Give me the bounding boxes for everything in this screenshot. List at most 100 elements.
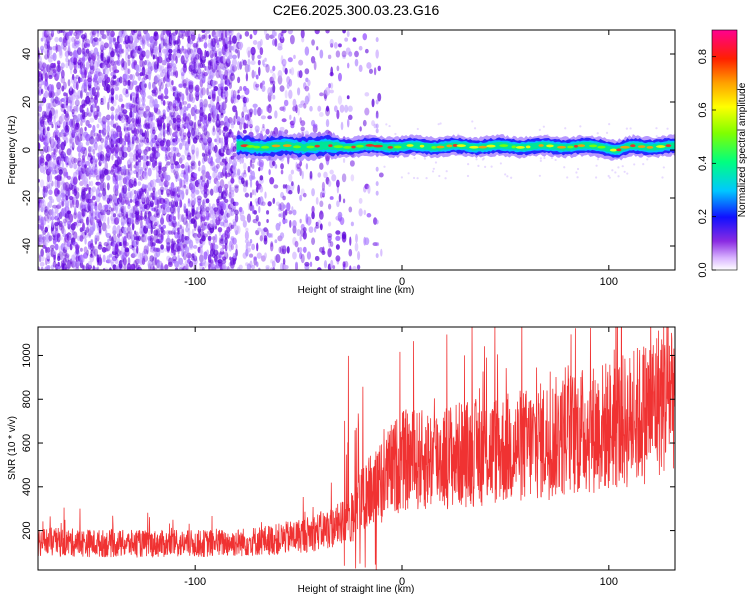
spectrogram-cell bbox=[190, 179, 196, 188]
spectrogram-cell bbox=[107, 216, 110, 226]
spectrogram-cell bbox=[149, 179, 154, 188]
spectral-hot-spot bbox=[271, 144, 281, 148]
spectrogram-cell bbox=[305, 163, 309, 170]
spectrogram-cell bbox=[63, 152, 67, 158]
spectrogram-cell bbox=[432, 167, 435, 170]
spectrogram-cell bbox=[358, 64, 363, 73]
spectrogram-cell bbox=[205, 198, 210, 204]
spectrogram-cell bbox=[40, 206, 44, 213]
spectrogram-cell bbox=[129, 32, 133, 41]
spectrogram-cell bbox=[48, 182, 53, 191]
spectrogram-cell bbox=[40, 88, 44, 95]
spectrogram-cell bbox=[209, 142, 215, 151]
spectrogram-cell bbox=[195, 147, 200, 157]
spectrogram-cell bbox=[76, 104, 79, 113]
spectrogram-cell bbox=[100, 142, 104, 150]
spectrogram-cell bbox=[152, 158, 156, 168]
spectrogram-cell bbox=[279, 126, 285, 131]
spectrogram-cell bbox=[60, 62, 65, 69]
spectrogram-cell bbox=[181, 93, 185, 102]
spectrogram-cell bbox=[295, 104, 298, 114]
spectrogram-cell bbox=[171, 238, 174, 245]
spectrogram-cell bbox=[113, 69, 120, 74]
spectrogram-cell bbox=[77, 76, 81, 84]
spectrogram-cell bbox=[97, 144, 103, 154]
spectrogram-cell bbox=[230, 207, 234, 212]
spectrogram-cell bbox=[413, 157, 416, 160]
spectrogram-cell bbox=[74, 205, 77, 214]
spectrogram-cell bbox=[164, 34, 168, 40]
spectrogram-cell bbox=[209, 188, 214, 196]
spectrogram-cell bbox=[127, 171, 131, 179]
spectrogram-cell bbox=[183, 122, 187, 130]
spectrogram-cell bbox=[304, 46, 310, 56]
spectrogram-cell bbox=[89, 145, 94, 153]
spectrogram-cell bbox=[38, 55, 42, 65]
spectrogram-cell bbox=[87, 145, 92, 153]
spectrogram-cell bbox=[87, 123, 92, 129]
spectrogram-cell bbox=[204, 221, 208, 227]
spectrogram-cell bbox=[170, 72, 175, 77]
y-tick-label: 200 bbox=[21, 521, 33, 539]
spectrogram-cell bbox=[74, 40, 80, 45]
spectrogram-cell bbox=[106, 63, 111, 69]
spectrogram-cell bbox=[316, 46, 319, 51]
spectrogram-cell bbox=[47, 39, 50, 46]
spectrogram-cell bbox=[86, 183, 89, 190]
spectrogram-cell bbox=[166, 241, 171, 247]
spectrogram-cell bbox=[38, 83, 42, 88]
spectrogram-cell bbox=[145, 105, 151, 112]
spectrogram-cell bbox=[141, 193, 146, 203]
spectrogram-cell bbox=[252, 103, 258, 109]
spectrogram-cell bbox=[50, 30, 55, 34]
spectrogram-cell bbox=[40, 200, 45, 208]
spectrogram-cell bbox=[81, 40, 86, 51]
spectrogram-cell bbox=[337, 72, 342, 82]
spectrogram-cell bbox=[46, 231, 50, 239]
spectrogram-cell bbox=[357, 251, 361, 261]
spectrogram-cell bbox=[175, 173, 178, 183]
spectrogram-cell bbox=[318, 210, 324, 220]
spectrogram-cell bbox=[42, 125, 46, 133]
spectrogram-cell bbox=[213, 244, 219, 250]
spectrogram-cell bbox=[141, 81, 146, 90]
spectrogram-cell bbox=[111, 111, 114, 118]
spectrogram-cell bbox=[77, 211, 82, 220]
spectrogram-cell bbox=[88, 100, 92, 106]
spectrogram-cell bbox=[407, 172, 410, 175]
spectrogram-cell bbox=[249, 159, 253, 168]
spectrogram-cell bbox=[178, 142, 183, 150]
spectrogram-cell bbox=[87, 260, 92, 268]
spectrogram-cell bbox=[160, 244, 164, 250]
spectrogram-cell bbox=[43, 169, 46, 175]
spectrogram-cell bbox=[296, 228, 301, 237]
spectrogram-cell bbox=[154, 126, 158, 132]
spectrogram-cell bbox=[187, 136, 191, 145]
spectrogram-cell bbox=[63, 229, 67, 237]
spectrogram-cell bbox=[248, 108, 254, 115]
spectrogram-cell bbox=[96, 86, 100, 91]
spectrogram-cell bbox=[174, 147, 180, 157]
spectrogram-cell bbox=[102, 195, 106, 201]
spectrogram-cell bbox=[191, 121, 196, 131]
spectrogram-cell bbox=[75, 191, 80, 199]
spectrogram-cell bbox=[100, 97, 104, 103]
spectrogram-cell bbox=[102, 254, 106, 263]
spectrogram-cell bbox=[375, 128, 379, 134]
spectrogram-cell bbox=[127, 54, 131, 60]
spectrogram-cell bbox=[235, 48, 238, 54]
spectrogram-cell bbox=[203, 98, 208, 108]
spectrogram-cell bbox=[210, 156, 213, 165]
spectrogram-cell bbox=[129, 228, 133, 237]
spectrogram-cell bbox=[220, 144, 224, 154]
spectrogram-cell bbox=[65, 92, 69, 102]
spectrogram-cell bbox=[170, 163, 175, 170]
spectrogram-cells bbox=[38, 30, 675, 270]
spectrogram-cell bbox=[626, 172, 629, 175]
spectrogram-cell bbox=[150, 198, 153, 203]
spectrogram-cell bbox=[150, 113, 154, 122]
spectrogram-cell bbox=[425, 177, 428, 180]
spectrogram-cell bbox=[114, 258, 119, 265]
spectrogram-cell bbox=[178, 257, 184, 265]
